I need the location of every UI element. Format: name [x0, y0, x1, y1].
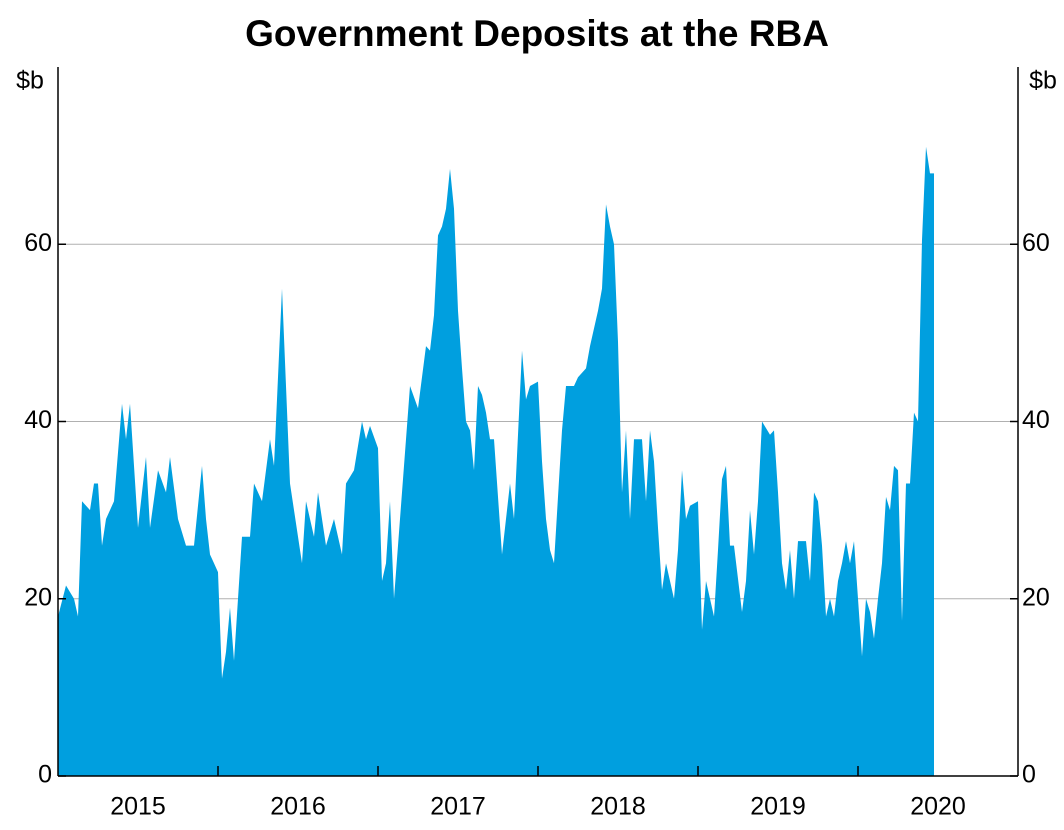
x-tick-label: 2017 [430, 793, 486, 821]
y2-tick-label: 40 [1022, 406, 1050, 434]
x-tick-label: 2019 [750, 793, 806, 821]
y-tick-label: 60 [24, 229, 52, 257]
y2-tick-label: 20 [1022, 583, 1050, 611]
area [58, 146, 934, 776]
y2-tick-label: 60 [1022, 229, 1050, 257]
chart-title: Government Deposits at the RBA [245, 13, 829, 54]
x-tick-label: 2020 [910, 793, 966, 821]
x-tick-label: 2016 [270, 793, 326, 821]
y2-tick-label: 0 [1022, 761, 1036, 789]
y-unit-left: $b [16, 67, 44, 95]
y-tick-label: 0 [38, 761, 52, 789]
y-unit-right: $b [1029, 67, 1057, 95]
y-tick-label: 20 [24, 583, 52, 611]
x-tick-label: 2015 [110, 793, 166, 821]
y-tick-label: 40 [24, 406, 52, 434]
x-tick-label: 2018 [590, 793, 646, 821]
